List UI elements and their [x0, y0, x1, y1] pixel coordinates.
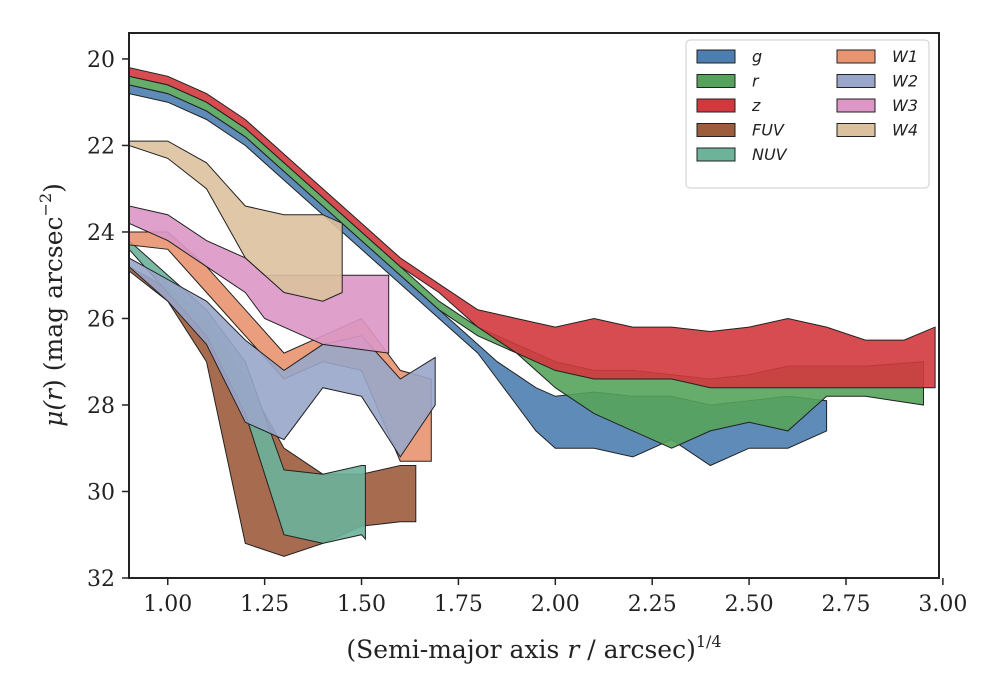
y-tick-label: 22 [87, 134, 115, 159]
legend-swatch-g [696, 49, 736, 64]
x-tick-label: 1.25 [240, 592, 289, 617]
x-tick-label: 2.00 [531, 592, 580, 617]
series-band-w4 [129, 140, 343, 302]
series-band-w3 [129, 205, 390, 354]
y-axis-label: μ(r) (mag arcsec−2) [36, 183, 68, 427]
legend: grz FUV NUV W1 W2 W3 W4 [685, 39, 930, 189]
legend-label-fuv: FUV [752, 121, 785, 140]
legend-swatch-nuv [696, 147, 736, 162]
y-tick-label: 28 [87, 394, 115, 419]
legend-swatch-fuv [696, 123, 736, 137]
series-band-w1 [129, 231, 432, 462]
y-tick-label: 26 [87, 307, 115, 332]
legend-label-z: z [751, 96, 761, 115]
y-tick-label: 24 [87, 221, 115, 246]
legend-swatch-w3 [836, 98, 876, 113]
x-tick-label: 1.00 [143, 592, 192, 617]
legend-label-w4: W4 [892, 121, 918, 140]
series-band-z [129, 67, 936, 389]
legend-swatch-w1 [836, 49, 876, 64]
x-tick-label: 2.50 [725, 592, 774, 617]
x-tick-label: 1.75 [434, 592, 483, 617]
y-axis-ticks: 20 22 24 26 28 30 32 [87, 48, 129, 592]
legend-label-w3: W3 [892, 96, 918, 115]
x-tick-label: 2.75 [821, 592, 870, 617]
x-tick-label: 3.00 [918, 592, 967, 617]
legend-label-w1: W1 [892, 47, 918, 66]
x-axis-label: (Semi-major axis r / arcsec)1/4 [346, 632, 721, 664]
legend-label-g: g [752, 47, 762, 66]
series-band-w2 [129, 257, 436, 458]
x-axis-ticks: 1.00 1.25 1.50 1.75 2.00 2.25 2.50 2.75 3.00 [143, 578, 967, 617]
y-tick-label: 20 [87, 48, 115, 73]
legend-label-r: r [752, 72, 760, 91]
x-tick-label: 1.50 [337, 592, 386, 617]
legend-swatch-w2 [836, 74, 876, 88]
plot-frame [128, 32, 940, 579]
y-tick-label: 30 [87, 480, 115, 505]
legend-swatch-r [696, 74, 736, 88]
y-tick-label: 32 [87, 567, 115, 592]
legend-label-nuv: NUV [752, 145, 788, 164]
series-layer [129, 67, 936, 557]
x-tick-label: 2.25 [628, 592, 677, 617]
legend-label-w2: W2 [892, 72, 918, 91]
legend-swatch-z [696, 98, 736, 113]
legend-swatch-w4 [836, 123, 876, 137]
